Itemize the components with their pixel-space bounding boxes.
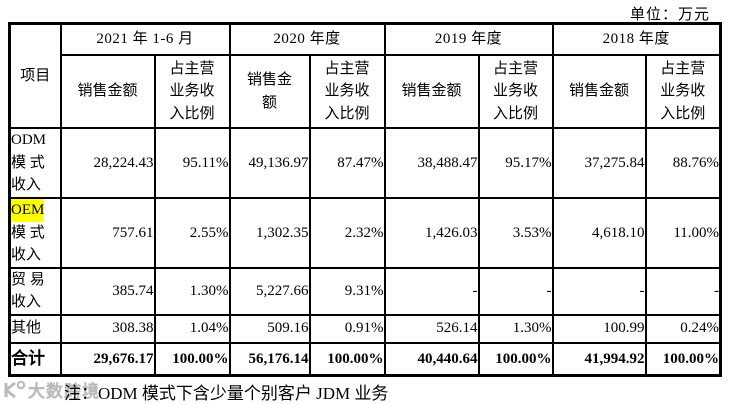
table-row-other: 其他 308.38 1.04% 509.16 0.91% 526.14 1.30… <box>8 313 722 344</box>
table-cell: 49,136.97 <box>228 127 311 199</box>
table-cell: 1.04% <box>153 313 231 344</box>
row-label-head: ODM <box>11 132 47 149</box>
row-label-head-highlighted: OEM <box>11 199 45 222</box>
table-cell: 0.24% <box>644 313 722 344</box>
table-row-total: 合计 29,676.17 100.00% 56,176.14 100.00% 4… <box>8 341 722 377</box>
table-row-odm: ODM 模 式 收入 28,224.43 95.11% 49,136.97 87.… <box>8 127 722 199</box>
table-cell: 4,618.10 <box>551 197 647 269</box>
subheader-text: 销售金额 <box>569 83 630 100</box>
table-row-oem: OEM 模 式 收入 757.61 2.55% 1,302.35 2.32% 1,… <box>8 197 722 269</box>
ratio-subheader-2020: 占主营 业务收 入比例 <box>308 54 386 129</box>
table-cell: - <box>644 266 722 316</box>
table-cell: 509.16 <box>228 313 311 344</box>
table-cell: 0.91% <box>308 313 386 344</box>
table-cell: 40,440.64 <box>383 341 480 377</box>
table-cell: 1.30% <box>477 313 554 344</box>
ratio-subheader-2019: 占主营 业务收 入比例 <box>477 54 554 129</box>
table-cell: 100.00% <box>644 341 722 377</box>
period-header-2019: 2019 年度 <box>383 22 554 56</box>
table-cell: 95.11% <box>153 127 231 199</box>
table-row-trade: 贸 易收入 385.74 1.30% 5,227.66 9.31% - - - … <box>8 266 722 316</box>
table-cell: 1.30% <box>153 266 231 316</box>
subheader-text: 销售金额 <box>77 83 138 100</box>
table-cell: 385.74 <box>59 266 156 316</box>
unit-label: 单位：万元 <box>629 7 710 23</box>
table-cell: 526.14 <box>383 313 480 344</box>
revenue-by-model-table: 项目 2021 年 1-6 月 2020 年度 2019 年度 2018 年度 … <box>8 22 723 377</box>
table-cell: 11.00% <box>644 197 722 269</box>
row-label-head: 贸 易 <box>11 271 45 288</box>
table-cell: 88.76% <box>644 127 722 199</box>
row-label-oem: OEM 模 式 收入 <box>8 197 62 269</box>
ratio-subheader-2021: 占主营 业务收 入比例 <box>153 54 231 129</box>
period-header-2020: 2020 年度 <box>228 22 386 56</box>
row-label-head: 其他 <box>11 320 42 337</box>
table-cell: 38,488.47 <box>383 127 480 199</box>
table-cell: 100.00% <box>308 341 386 377</box>
table-cell: 1,426.03 <box>383 197 480 269</box>
row-label-other: 其他 <box>8 313 62 344</box>
subheader-text: 占主营 业务收 入比例 <box>169 60 215 122</box>
table-cell: 2.32% <box>308 197 386 269</box>
table-cell: 3.53% <box>477 197 554 269</box>
row-label-trade: 贸 易收入 <box>8 266 62 316</box>
period-header-2021: 2021 年 1-6 月 <box>59 22 231 56</box>
table-cell: 308.38 <box>59 313 156 344</box>
subheader-text: 销售金额 <box>401 83 462 100</box>
table-cell: 100.99 <box>551 313 647 344</box>
table-cell: 100.00% <box>477 341 554 377</box>
amount-subheader-2018: 销售金额 <box>551 54 647 129</box>
footnote: 注：ODM 模式下含少量个别客户 JDM 业务 <box>64 384 389 403</box>
subheader-text: 销售金 额 <box>246 72 292 111</box>
row-label-tail: 收入 <box>11 294 42 310</box>
watermark-logo-icon <box>4 380 26 398</box>
table-cell: 5,227.66 <box>228 266 311 316</box>
subheader-text: 占主营 业务收 入比例 <box>493 60 539 122</box>
table-cell: 757.61 <box>59 197 156 269</box>
row-label-tail: 模 式 收入 <box>11 154 45 194</box>
table-cell: - <box>477 266 554 316</box>
table-cell: 56,176.14 <box>228 341 311 377</box>
ratio-subheader-2018: 占主营 业务收 入比例 <box>644 54 722 129</box>
row-label-odm: ODM 模 式 收入 <box>8 127 62 199</box>
table-cell: 95.17% <box>477 127 554 199</box>
period-header-2018: 2018 年度 <box>551 22 722 56</box>
amount-subheader-2020: 销售金 额 <box>228 54 311 129</box>
subheader-text: 占主营 业务收 入比例 <box>324 60 370 122</box>
row-label-head: 合计 <box>11 349 46 368</box>
table-cell: 9.31% <box>308 266 386 316</box>
table-cell: 100.00% <box>153 341 231 377</box>
table-cell: 2.55% <box>153 197 231 269</box>
table-cell: - <box>383 266 480 316</box>
table-cell: 1,302.35 <box>228 197 311 269</box>
row-label-tail: 模 式 收入 <box>11 224 45 264</box>
table-cell: 29,676.17 <box>59 341 156 377</box>
table-cell: - <box>551 266 647 316</box>
table-cell: 41,994.92 <box>551 341 647 377</box>
table-cell: 37,275.84 <box>551 127 647 199</box>
amount-subheader-2019: 销售金额 <box>383 54 480 129</box>
table-cell: 28,224.43 <box>59 127 156 199</box>
table-cell: 87.47% <box>308 127 386 199</box>
item-column-header: 项目 <box>8 22 62 129</box>
amount-subheader-2021: 销售金额 <box>59 54 156 129</box>
row-label-total: 合计 <box>8 341 62 377</box>
subheader-text: 占主营 业务收 入比例 <box>660 60 706 122</box>
